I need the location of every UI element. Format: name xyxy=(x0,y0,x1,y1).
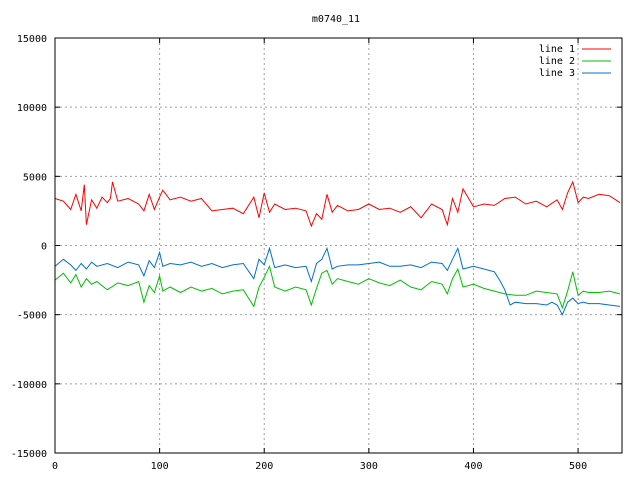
y-tick-label: 5000 xyxy=(23,172,47,183)
series-line-2 xyxy=(54,264,621,310)
x-tick-label: 400 xyxy=(464,461,482,472)
series-line-3 xyxy=(54,246,620,316)
y-tick-label: 10000 xyxy=(17,103,47,114)
series-line-1 xyxy=(54,180,621,228)
y-tick-label: -5000 xyxy=(17,311,47,322)
y-tick-label: 0 xyxy=(41,242,47,253)
x-tick-label: 500 xyxy=(569,461,587,472)
x-tick-label: 0 xyxy=(52,461,58,472)
chart-title: m0740_11 xyxy=(312,14,360,25)
x-tick-label: 300 xyxy=(360,461,378,472)
y-tick-label: -10000 xyxy=(11,380,47,391)
axis-ticks: 0 100 200 300 400 500 -15000 -10000 -5000 0 5000 10… xyxy=(11,34,622,472)
series-lines xyxy=(54,180,621,316)
legend-label: line 2 xyxy=(539,56,575,67)
y-tick-label: -15000 xyxy=(11,449,47,460)
x-tick-label: 200 xyxy=(255,461,273,472)
grid xyxy=(55,38,622,453)
legend-label: line 3 xyxy=(539,68,575,79)
x-tick-label: 100 xyxy=(151,461,169,472)
legend-label: line 1 xyxy=(539,44,575,55)
y-tick-label: 15000 xyxy=(17,34,47,45)
